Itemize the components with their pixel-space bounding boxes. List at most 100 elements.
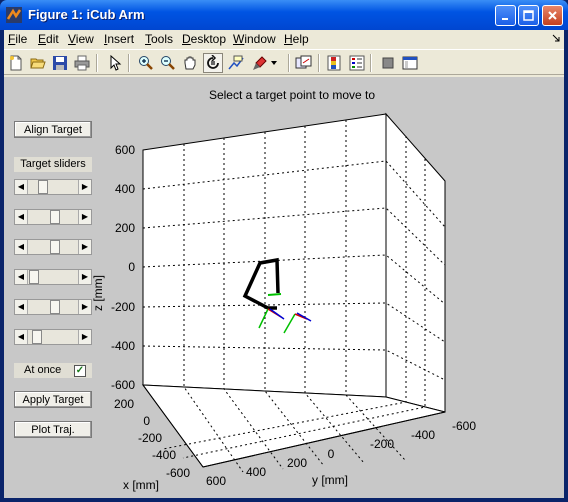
slider-left-arrow-icon[interactable]: ◀: [15, 240, 28, 254]
window-client: File Edit View Insert Tools Desktop Wind…: [4, 30, 564, 498]
legend-icon[interactable]: [347, 53, 367, 73]
at-once-checkbox[interactable]: ✓: [74, 365, 86, 377]
brush-icon[interactable]: [250, 53, 270, 73]
maximize-icon: [523, 10, 534, 21]
minimize-icon: [501, 17, 508, 20]
svg-text:-400: -400: [111, 339, 135, 353]
menu-desktop[interactable]: Desktop: [182, 32, 227, 46]
target-slider-6[interactable]: ◀ ▶: [14, 329, 92, 345]
ee-y-axis: [258, 308, 269, 329]
z-axis-label: z [mm]: [91, 275, 105, 311]
target-slider-4[interactable]: ◀ ▶: [14, 269, 92, 285]
data-cursor-icon[interactable]: [226, 53, 246, 73]
ee-z-axis: [269, 308, 285, 320]
menu-bar: File Edit View Insert Tools Desktop Wind…: [4, 30, 564, 48]
rotate-3d-icon[interactable]: [203, 53, 223, 73]
slider-left-arrow-icon[interactable]: ◀: [15, 180, 28, 194]
menu-help[interactable]: Help: [284, 32, 309, 46]
close-button[interactable]: [542, 5, 563, 26]
save-icon[interactable]: [50, 53, 70, 73]
menu-window[interactable]: Window: [233, 32, 276, 46]
svg-text:-600: -600: [452, 419, 476, 433]
svg-text:-600: -600: [166, 466, 190, 480]
maximize-button[interactable]: [518, 5, 539, 26]
menu-tools[interactable]: Tools: [145, 32, 174, 46]
link-plot-icon[interactable]: [294, 53, 314, 73]
dock-arrow-icon[interactable]: [552, 34, 560, 42]
colorbar-icon[interactable]: [324, 53, 344, 73]
svg-text:400: 400: [115, 182, 135, 196]
target-z-axis: [296, 312, 312, 322]
show-plot-tools-icon[interactable]: [400, 53, 420, 73]
slider-thumb[interactable]: [29, 270, 39, 284]
target-slider-2[interactable]: ◀ ▶: [14, 209, 92, 225]
x-tick-labels: 200 0 -200 -400 -600: [114, 397, 190, 480]
slider-right-arrow-icon[interactable]: ▶: [78, 240, 91, 254]
menu-view[interactable]: View: [68, 32, 94, 46]
slider-right-arrow-icon[interactable]: ▶: [78, 210, 91, 224]
slider-left-arrow-icon[interactable]: ◀: [15, 210, 28, 224]
target-y-axis: [283, 313, 296, 334]
y-axis-label: y [mm]: [312, 473, 348, 487]
back-wall: [142, 113, 387, 398]
slider-thumb[interactable]: [32, 330, 42, 344]
z-tick-labels: 600 400 200 0 -200 -400 -600: [111, 143, 135, 392]
window-title: Figure 1: iCub Arm: [28, 7, 145, 22]
svg-text:-200: -200: [111, 300, 135, 314]
menu-file[interactable]: File: [8, 32, 28, 46]
slider-thumb[interactable]: [38, 180, 48, 194]
svg-text:-200: -200: [370, 437, 394, 451]
svg-text:-400: -400: [411, 428, 435, 442]
slider-left-arrow-icon[interactable]: ◀: [15, 330, 28, 344]
svg-text:200: 200: [287, 456, 307, 470]
pointer-icon[interactable]: [105, 53, 125, 73]
plot-traj-button[interactable]: Plot Traj.: [14, 421, 92, 438]
menu-edit[interactable]: Edit: [38, 32, 59, 46]
pan-hand-icon[interactable]: [180, 53, 200, 73]
align-target-button[interactable]: Align Target: [14, 121, 92, 138]
base-frame-green-axis: [267, 293, 282, 296]
slider-right-arrow-icon[interactable]: ▶: [78, 300, 91, 314]
svg-text:-600: -600: [111, 378, 135, 392]
figure-toolbar: [4, 49, 564, 75]
menu-insert[interactable]: Insert: [104, 32, 135, 46]
slider-thumb[interactable]: [50, 240, 60, 254]
svg-text:-200: -200: [138, 431, 162, 445]
matlab-icon: [6, 7, 22, 23]
axes-3d[interactable]: Select a target point to move to: [4, 77, 564, 498]
target-slider-1[interactable]: ◀ ▶: [14, 179, 92, 195]
title-bar[interactable]: Figure 1: iCub Arm: [0, 0, 568, 30]
svg-text:400: 400: [246, 465, 266, 479]
new-figure-icon[interactable]: [6, 53, 26, 73]
target-slider-5[interactable]: ◀ ▶: [14, 299, 92, 315]
svg-text:600: 600: [115, 143, 135, 157]
brush-dropdown-icon[interactable]: [268, 53, 280, 73]
svg-text:0: 0: [143, 414, 150, 428]
slider-right-arrow-icon[interactable]: ▶: [78, 180, 91, 194]
slider-left-arrow-icon[interactable]: ◀: [15, 270, 28, 284]
axis-lines: [142, 150, 446, 468]
slider-thumb[interactable]: [50, 300, 60, 314]
slider-thumb[interactable]: [50, 210, 60, 224]
zoom-in-icon[interactable]: [136, 53, 156, 73]
apply-target-button[interactable]: Apply Target: [14, 391, 92, 408]
svg-text:200: 200: [115, 221, 135, 235]
hide-plot-tools-icon[interactable]: [378, 53, 398, 73]
axes-title: Select a target point to move to: [209, 88, 375, 102]
print-icon[interactable]: [72, 53, 92, 73]
minimize-button[interactable]: [495, 5, 516, 26]
target-slider-3[interactable]: ◀ ▶: [14, 239, 92, 255]
target-frame: [283, 312, 312, 334]
slider-left-arrow-icon[interactable]: ◀: [15, 300, 28, 314]
figure-canvas: Align Target Target sliders ◀ ▶ ◀ ▶ ◀ ▶ ◀ ▶ …: [4, 77, 564, 498]
slider-right-arrow-icon[interactable]: ▶: [78, 330, 91, 344]
svg-text:0: 0: [328, 447, 335, 461]
x-axis-label: x [mm]: [123, 478, 159, 492]
close-icon: [548, 11, 557, 20]
check-icon: ✓: [75, 365, 85, 376]
svg-text:200: 200: [114, 397, 134, 411]
zoom-out-icon[interactable]: [158, 53, 178, 73]
slider-right-arrow-icon[interactable]: ▶: [78, 270, 91, 284]
open-icon[interactable]: [28, 53, 48, 73]
